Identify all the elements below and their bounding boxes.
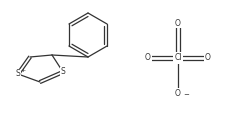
Text: −: − [183, 92, 189, 98]
Text: O: O [175, 19, 181, 27]
Text: O: O [145, 54, 151, 62]
Text: O: O [175, 88, 181, 97]
Text: Cl: Cl [174, 54, 182, 62]
Text: O: O [205, 54, 211, 62]
Text: S: S [16, 70, 20, 78]
Text: +: + [20, 67, 25, 72]
Text: S: S [61, 67, 65, 76]
